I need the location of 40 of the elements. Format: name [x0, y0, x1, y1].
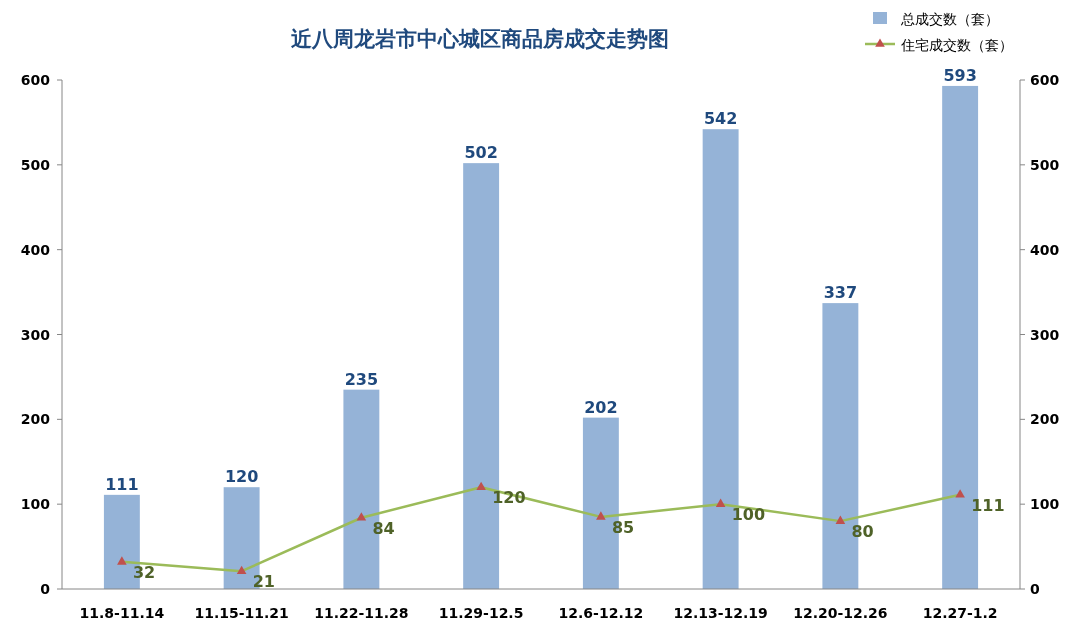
data-label: 542 [703, 109, 738, 129]
y2-tick-label: 0 [1030, 581, 1040, 597]
data-label: 202 [584, 397, 618, 417]
legend-label: 总成交数（套） [900, 11, 999, 27]
y-tick-label: 200 [20, 411, 51, 428]
data-label: 337 [823, 283, 858, 303]
x-tick-label: 12.20-12.26 [793, 605, 888, 621]
y-tick-label: 500 [20, 156, 51, 173]
x-tick-label: 11.29-12.5 [438, 605, 524, 621]
data-label: 85 [611, 517, 635, 537]
y2-tick-label: 500 [1030, 156, 1060, 173]
data-label: 32 [132, 562, 156, 582]
y-tick-label: 600 [20, 72, 51, 88]
data-label: 593 [943, 65, 977, 85]
y-tick-label: 400 [20, 241, 51, 258]
x-tick-label: 12.6-12.12 [558, 605, 644, 621]
y-tick-label: 300 [20, 326, 51, 343]
y2-tick-label: 600 [1030, 72, 1060, 88]
data-label: 120 [224, 467, 259, 487]
chart-title: 近八周龙岩市中心城区商品房成交走势图 [290, 27, 669, 51]
data-label: 21 [252, 572, 275, 592]
y2-tick-label: 200 [1030, 411, 1060, 428]
x-tick-label: 12.27-1.2 [922, 605, 998, 621]
y2-tick-label: 100 [1030, 496, 1060, 513]
x-tick-label: 11.8-11.14 [79, 605, 165, 621]
y-tick-label: 100 [20, 496, 51, 513]
data-label: 111 [971, 495, 1005, 515]
x-tick-label: 12.13-12.19 [673, 605, 768, 621]
data-label: 100 [731, 505, 766, 525]
x-tick-label: 11.15-11.21 [194, 605, 289, 621]
y2-tick-label: 400 [1030, 241, 1060, 258]
data-label: 111 [105, 474, 139, 494]
y2-tick-label: 300 [1030, 326, 1060, 343]
data-label: 502 [464, 143, 498, 163]
data-label: 80 [851, 522, 874, 542]
data-label: 84 [372, 518, 395, 538]
y-tick-label: 0 [40, 581, 51, 597]
data-label: 235 [344, 369, 379, 389]
legend-label: 住宅成交数（套） [900, 37, 1013, 53]
x-tick-label: 11.22-11.28 [314, 605, 409, 621]
